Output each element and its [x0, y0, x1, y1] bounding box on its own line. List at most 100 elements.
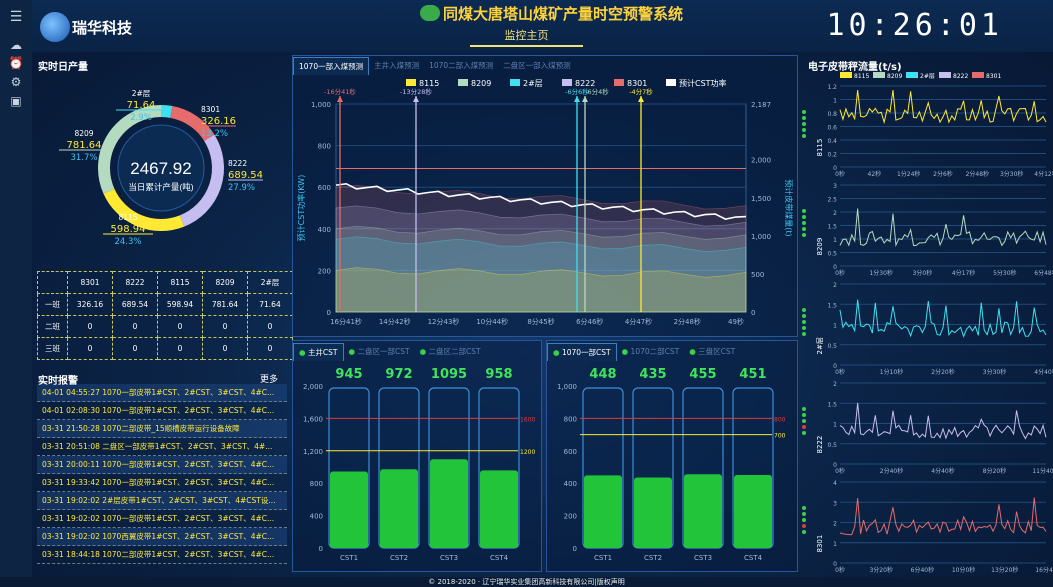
belt-series-line: [839, 402, 1047, 440]
table-cell: 689.54: [112, 293, 158, 316]
cst-value: 945: [335, 367, 362, 382]
donut-label-name: 8115: [118, 213, 137, 222]
menu-icon[interactable]: ☰: [9, 9, 23, 25]
x-tick: 5分30秒: [993, 269, 1016, 277]
ref-label-yellow: 1200: [520, 449, 535, 456]
legend-swatch: [510, 79, 520, 86]
y-tick: 0.6: [827, 125, 837, 132]
cst-bar: [380, 469, 418, 548]
belt-chart-name: 8301: [816, 535, 824, 553]
x-tick: 1分10秒: [880, 368, 903, 376]
table-cell: 2#层: [247, 271, 293, 294]
legend-label: 2#层: [920, 73, 935, 80]
area-series: [335, 225, 747, 313]
tab-0[interactable]: ● 主井CST: [293, 343, 344, 361]
y-tick: 0: [573, 545, 577, 553]
alarm-item[interactable]: 03-31 19:02:02 1070一部皮带1#CST、2#CST、3#CST…: [37, 510, 287, 528]
table-cell: 0: [112, 337, 158, 360]
alarm-more-link[interactable]: 更多: [260, 375, 279, 385]
ref-label-red: 800: [774, 416, 786, 423]
legend-label: 预计CST功率: [679, 78, 727, 88]
tab-1[interactable]: ● 二盘区一部CST: [344, 343, 415, 361]
tab-label: 1070二部入煤预测: [429, 61, 494, 70]
gear-icon[interactable]: ⚙: [10, 75, 22, 89]
tab-label: 二盘区一部CST: [357, 347, 410, 356]
status-dot-icon: [802, 233, 806, 237]
green-dot-icon: ●: [299, 348, 308, 357]
status-dot-icon: [802, 332, 806, 336]
alarm-item[interactable]: 04-01 02:08:30 1070一部皮带1#CST、2#CST、3#CST…: [37, 402, 287, 420]
y-tick: 1.5: [827, 401, 837, 408]
table-cell: [37, 271, 68, 294]
tab-3[interactable]: 二盘区一部入煤预测: [498, 57, 576, 75]
donut-label-pct: 13.2%: [201, 129, 228, 139]
y-tick: 0: [319, 545, 323, 553]
legend-swatch: [906, 72, 918, 78]
alarm-item[interactable]: 03-31 19:02:02 2#层皮带1#CST、2#CST、3#CST、4#…: [37, 492, 287, 510]
legend-label: 8115: [854, 73, 869, 80]
tab-label: 主井CST: [307, 348, 338, 357]
cst-value: 451: [739, 367, 766, 382]
alarm-item[interactable]: 03-31 20:51:08 二盘区一部皮带1#CST、2#CST、3#CST、…: [37, 438, 287, 456]
status-dot-icon: [802, 134, 806, 138]
tab-2[interactable]: ● 三盘区CST: [684, 343, 740, 361]
table-cell: 0: [112, 315, 158, 338]
x-tick: 14分42秒: [379, 317, 411, 326]
cst-label: CST4: [744, 554, 763, 562]
table-cell: 8301: [67, 271, 113, 294]
x-tick: 4分40秒: [931, 467, 954, 475]
alarm-item[interactable]: 04-01 04:55:27 1070一部皮带1#CST、2#CST、3#CST…: [37, 384, 287, 402]
legend-label: 8209: [471, 79, 491, 88]
donut-label-name: 8209: [74, 129, 93, 138]
marker-label: -13分28秒: [400, 87, 432, 96]
alarm-item[interactable]: 03-31 19:02:02 1070西翼皮带1#CST、2#CST、3#CST…: [37, 528, 287, 546]
ref-label-red: 1600: [520, 416, 535, 423]
y-tick: 800: [310, 480, 323, 488]
status-dot-icon: [802, 506, 806, 510]
window-icon[interactable]: ▣: [10, 94, 22, 108]
table-cell: 二班: [37, 315, 68, 338]
status-dot-icon: [802, 518, 806, 522]
table-row: 三班 0 0 0 0 0: [37, 337, 293, 360]
tab-1[interactable]: ● 1070二部CST: [617, 343, 685, 361]
x-tick: 10分44秒: [476, 317, 508, 326]
cloud-icon[interactable]: ☁: [10, 38, 22, 52]
alarm-title: 实时报警: [38, 376, 78, 387]
cst-bar: [430, 459, 468, 548]
y-tick-left: 400: [318, 226, 331, 234]
alarm-item[interactable]: 03-31 21:50:28 1070二部皮带_15顺槽皮带运行设备故障: [37, 420, 287, 438]
marker-label: -16分41秒: [324, 87, 356, 96]
cst-bar: [634, 477, 672, 548]
main-chart: 8115 8209 2#层 8222 8301 预计CST功率 0 200 400 600 800 1…: [296, 78, 794, 326]
tab-0[interactable]: 1070一部入煤预测: [293, 57, 370, 75]
alarm-clock-icon[interactable]: ⏰: [8, 56, 24, 70]
belt-series-line: [839, 299, 1047, 338]
alarm-item[interactable]: 03-31 18:44:18 1070二部皮带1#CST、2#CST、3#CST…: [37, 546, 287, 564]
marker-label: -6分4秒: [585, 87, 609, 96]
cst-label: CST2: [390, 554, 408, 562]
x-tick: 1分30秒: [869, 269, 892, 277]
status-dot-icon: [802, 326, 806, 330]
y-tick: 0.2: [827, 152, 837, 159]
y-tick-left: 0: [327, 309, 331, 317]
belt-charts: 8115 8209 2#层 8222 8301 8115 0 0.2 0.4 0.6 0.8 1 1.2…: [802, 72, 1053, 574]
shift-table: 8301 8222 8115 8209 2#层 一班 326.16 689.54 598.94 7…: [37, 271, 293, 360]
alarm-item[interactable]: 03-31 20:00:11 1070一部皮带1#CST、2#CST、3#CST…: [37, 456, 287, 474]
donut-label-pct: 2.9%: [130, 113, 152, 123]
donut-slice-8301: [169, 106, 215, 142]
x-tick: 0秒: [835, 467, 845, 475]
tab-0[interactable]: ● 1070一部CST: [547, 343, 617, 361]
status-dot-icon: [802, 308, 806, 312]
tab-2[interactable]: ● 二盘区二部CST: [415, 343, 486, 361]
table-cell: 0: [67, 315, 113, 338]
table-cell: 71.64: [247, 293, 293, 316]
x-tick: 6分46秒: [576, 317, 603, 326]
tab-2[interactable]: 1070二部入煤预测: [424, 57, 498, 75]
donut-label-name: 8301: [201, 105, 220, 114]
tab-monitor-home[interactable]: 监控主页: [470, 27, 583, 47]
area-series: [335, 236, 747, 313]
marker-label: -4分7秒: [629, 87, 653, 96]
y-tick: 3: [833, 500, 837, 507]
alarm-item[interactable]: 03-31 19:33:42 1070一部皮带1#CST、2#CST、3#CST…: [37, 474, 287, 492]
tab-1[interactable]: 主井入煤预测: [369, 57, 424, 75]
